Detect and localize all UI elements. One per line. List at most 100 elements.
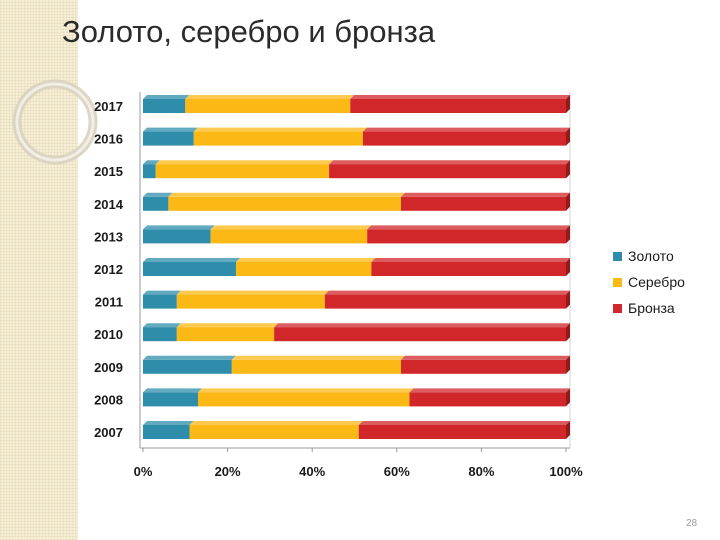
bar-segment-top	[236, 258, 376, 262]
bar-segment-top	[176, 323, 279, 328]
bar-segment-side	[566, 95, 570, 113]
bar-segment	[189, 425, 359, 439]
y-tick-label: 2011	[95, 295, 123, 310]
y-tick-label: 2010	[94, 327, 123, 342]
y-tick-label: 2009	[94, 360, 123, 375]
bar-segment-side	[566, 388, 570, 407]
bar-segment	[143, 99, 186, 113]
y-tick-label: 2012	[94, 262, 123, 277]
bar-segment-side	[566, 421, 570, 439]
bar-segment-top	[409, 388, 570, 393]
legend-label: Золото	[628, 248, 674, 264]
bar-segment	[274, 327, 566, 342]
bar-segment-top	[143, 192, 173, 197]
y-tick-label: 2016	[94, 132, 123, 147]
bar-segment-side	[566, 160, 570, 179]
bar-segment-top	[189, 421, 363, 425]
bar-segment-side	[566, 323, 570, 342]
bar-segment-top	[143, 323, 181, 328]
bar-segment-top	[367, 225, 570, 230]
bar-segment	[367, 229, 566, 244]
bar-segment-top	[143, 355, 236, 360]
bar-segment-top	[362, 127, 570, 132]
bar-segment	[329, 164, 566, 179]
bar-segment	[401, 359, 566, 374]
bar-segment	[401, 196, 566, 211]
bar-segment	[143, 392, 198, 407]
decorative-ring	[12, 79, 98, 165]
bar-segment	[143, 425, 190, 439]
bar-segment	[155, 164, 330, 179]
legend-swatch	[613, 252, 622, 261]
x-tick-label: 20%	[215, 464, 241, 479]
bar-segment-side	[566, 225, 570, 244]
bar-segment	[371, 262, 566, 276]
bar-segment-top	[155, 160, 334, 165]
y-tick-label: 2008	[94, 392, 123, 407]
bar-segment-top	[210, 225, 372, 230]
bar-segment-top	[401, 192, 570, 197]
bar-segment-top	[143, 421, 194, 425]
bar-segment	[350, 99, 566, 113]
bar-segment-side	[566, 192, 570, 211]
bar-segment	[185, 99, 351, 113]
bar-segment-top	[401, 355, 570, 360]
bar-segment	[143, 164, 156, 179]
bar-segment	[176, 327, 275, 342]
bar-segment	[143, 327, 177, 342]
bar-segment	[168, 196, 402, 211]
y-tick-label: 2017	[94, 99, 123, 114]
bar-segment	[358, 425, 566, 439]
bar-segment	[193, 131, 363, 146]
y-tick-label: 2007	[94, 425, 123, 440]
bar-segment-top	[143, 388, 202, 393]
x-tick-label: 0%	[134, 464, 153, 479]
bar-segment-top	[350, 95, 570, 99]
bar-segment	[409, 392, 566, 407]
legend-label: Серебро	[628, 274, 685, 290]
y-tick-label: 2015	[94, 164, 123, 179]
x-tick-label: 100%	[549, 464, 583, 479]
bar-segment-top	[143, 95, 190, 99]
bar-segment-top	[231, 355, 406, 360]
bar-segment-top	[143, 258, 241, 262]
bar-segment	[324, 294, 566, 309]
bar-segment	[176, 294, 325, 309]
bar-segment-top	[143, 160, 160, 165]
bar-segment-top	[143, 225, 215, 230]
bar-segment-top	[324, 290, 570, 295]
y-tick-label: 2013	[94, 229, 123, 244]
y-tick-label: 2014	[94, 197, 124, 212]
bar-segment-top	[193, 127, 367, 132]
bar-segment-top	[329, 160, 570, 165]
bar-segment-top	[197, 388, 414, 393]
x-tick-label: 40%	[299, 464, 325, 479]
bar-segment-top	[176, 290, 329, 295]
page-number: 28	[686, 518, 698, 529]
bar-segment	[210, 229, 368, 244]
bar-segment	[143, 131, 194, 146]
bar-segment-top	[358, 421, 570, 425]
bar-segment-side	[566, 258, 570, 276]
slide-title: Золото, серебро и бронза	[62, 14, 436, 49]
bar-segment	[236, 262, 372, 276]
legend-swatch	[613, 278, 622, 287]
legend-swatch	[613, 304, 622, 313]
bar-segment-top	[143, 290, 181, 295]
bar-segment-side	[566, 290, 570, 309]
bar-segment-top	[143, 127, 198, 132]
bar-segment-top	[274, 323, 570, 328]
bar-segment	[143, 359, 232, 374]
bar-segment-side	[566, 355, 570, 374]
bar-segment-top	[185, 95, 355, 99]
bar-segment	[143, 294, 177, 309]
bar-segment	[143, 229, 211, 244]
bar-segment	[143, 196, 169, 211]
bar-segment	[197, 392, 410, 407]
x-tick-label: 80%	[468, 464, 494, 479]
bar-segment-top	[168, 192, 406, 197]
bar-segment-side	[566, 127, 570, 146]
bar-segment	[231, 359, 402, 374]
x-tick-label: 60%	[384, 464, 410, 479]
